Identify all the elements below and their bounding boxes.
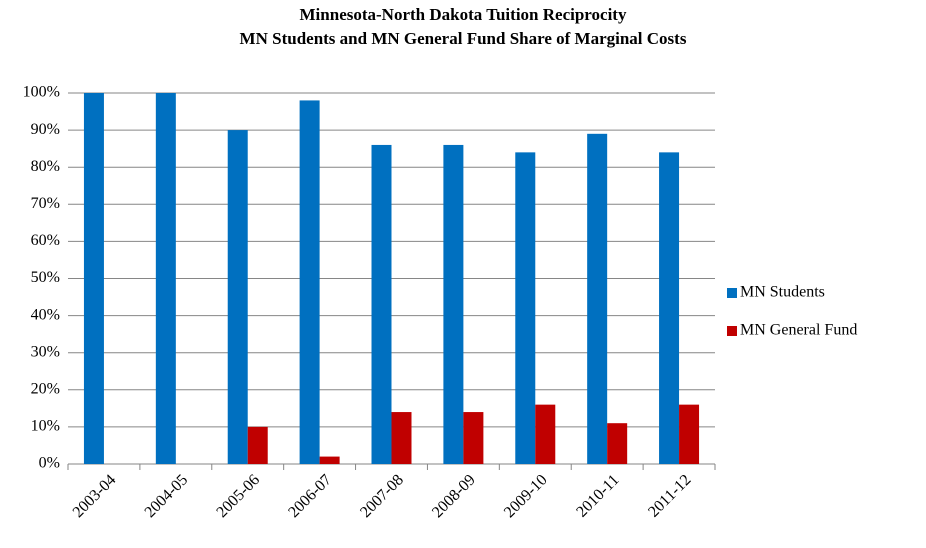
y-tick-label: 60% (31, 232, 60, 249)
bar (155, 93, 176, 464)
y-tick-label: 40% (31, 306, 60, 323)
x-tick-label: 2007-08 (357, 471, 407, 521)
bar (227, 130, 248, 464)
x-tick-label: 2006-07 (285, 471, 335, 521)
y-tick-label: 50% (31, 269, 60, 286)
chart-title: Minnesota-North Dakota Tuition Reciproci… (300, 5, 627, 24)
y-tick-label: 20% (31, 380, 60, 397)
bar (463, 412, 484, 464)
bar (443, 144, 464, 464)
legend-label: MN Students (740, 284, 825, 301)
bar (679, 404, 700, 464)
bar (83, 93, 104, 464)
x-tick-label: 2010-11 (573, 471, 622, 520)
legend-swatch (727, 288, 737, 298)
bar (535, 404, 556, 464)
chart-subtitle: MN Students and MN General Fund Share of… (240, 29, 687, 48)
legend-label: MN General Fund (740, 322, 857, 339)
x-tick-label: 2009-10 (501, 471, 551, 521)
legend-swatch (727, 326, 737, 336)
x-tick-label: 2003-04 (70, 471, 120, 521)
y-tick-label: 90% (31, 121, 60, 138)
y-tick-label: 100% (23, 84, 60, 101)
bar (391, 412, 412, 464)
y-tick-label: 30% (31, 343, 60, 360)
bar (587, 133, 608, 464)
bar (319, 456, 340, 464)
x-tick-label: 2004-05 (142, 471, 192, 521)
y-tick-label: 80% (31, 158, 60, 175)
y-tick-label: 10% (31, 418, 60, 435)
x-tick-label: 2005-06 (213, 471, 263, 521)
x-tick-label: 2011-12 (645, 471, 694, 520)
bar (515, 152, 536, 465)
y-tick-label: 0% (39, 455, 60, 472)
bar (299, 100, 320, 465)
bar (659, 152, 680, 465)
bar (247, 426, 268, 464)
y-tick-label: 70% (31, 195, 60, 212)
x-tick-label: 2008-09 (429, 471, 479, 521)
bar (607, 423, 628, 464)
bar (371, 144, 392, 464)
